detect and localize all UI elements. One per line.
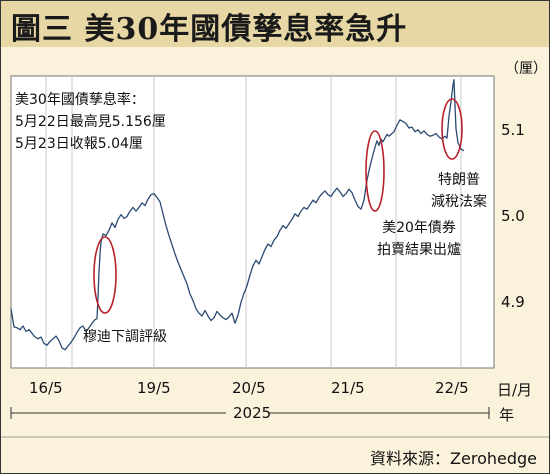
annotation-moody-label: 穆迪下調評級 <box>83 329 167 345</box>
x-tick-label: 22/5 <box>435 379 469 397</box>
y-axis-unit: （厘） <box>505 61 547 77</box>
x-axis-unit: 日/月 <box>497 381 533 399</box>
source-note: 資料來源：Zerohedge <box>370 449 537 468</box>
note-line-3: 5月23日收報5.04厘 <box>15 136 143 152</box>
annotation-circle <box>441 98 463 160</box>
annotation-auction-label: 美20年債券 拍賣結果出爐 <box>377 220 461 258</box>
annotation-circle <box>365 130 385 212</box>
year-label: 2025 <box>233 404 272 422</box>
annotation-circles <box>93 98 463 314</box>
yield-line <box>10 79 465 351</box>
grid-lines <box>45 76 462 368</box>
annotation-trump-label: 特朗普 減稅法案 <box>431 172 487 210</box>
annotation-circle <box>93 236 117 314</box>
plot-area <box>10 75 495 369</box>
year-unit: 年 <box>499 406 515 424</box>
y-tick-label: 4.9 <box>501 293 525 311</box>
x-tick-label: 21/5 <box>331 379 365 397</box>
y-tick-label: 5.0 <box>501 207 525 225</box>
note-line-2: 5月22日最高見5.156厘 <box>15 114 166 130</box>
series-line <box>10 79 465 351</box>
title-bar: 圖三 美30年國債孳息率急升 <box>1 1 549 47</box>
chart-title: 圖三 美30年國債孳息率急升 <box>11 12 408 47</box>
x-tick-label: 16/5 <box>29 379 63 397</box>
x-tick-label: 20/5 <box>232 379 266 397</box>
x-tick-label: 19/5 <box>137 379 171 397</box>
note-line-1: 美30年國債孳息率： <box>15 92 145 108</box>
x-axis-line <box>1 407 549 438</box>
y-tick-label: 5.1 <box>501 121 525 139</box>
